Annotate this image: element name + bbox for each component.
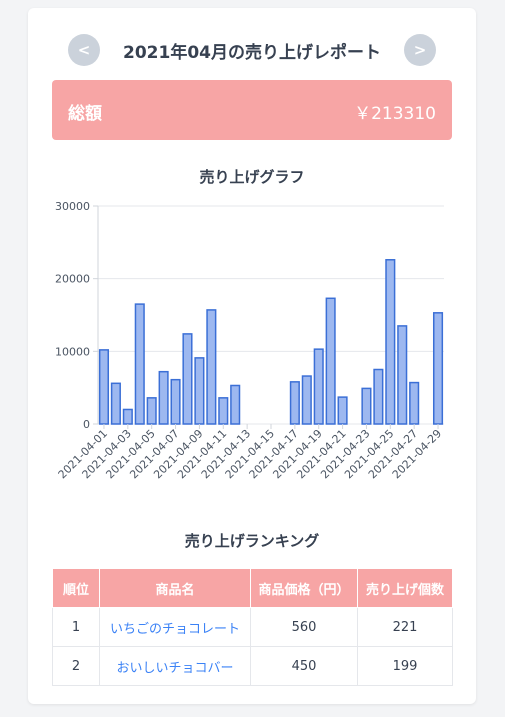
sales-bar xyxy=(194,357,205,425)
quantity-cell: 199 xyxy=(357,646,453,686)
sales-bar xyxy=(230,384,241,425)
sales-bar xyxy=(110,382,121,425)
chart-title: 売り上げグラフ xyxy=(199,168,305,186)
header-price: 商品価格（円） xyxy=(250,568,358,608)
total-label: 総額 xyxy=(68,104,102,124)
next-month-button[interactable]: > xyxy=(404,34,436,66)
sales-bar xyxy=(146,397,157,425)
sales-bar xyxy=(301,375,312,425)
price-cell: 560 xyxy=(250,607,358,647)
header-quantity: 売り上げ個数 xyxy=(357,568,453,608)
rank-cell: 1 xyxy=(52,607,100,647)
price-cell: 450 xyxy=(250,646,358,686)
sales-bar xyxy=(325,297,336,425)
sales-bar xyxy=(361,387,372,425)
sales-bar xyxy=(432,312,444,425)
y-tick-label: 30000 xyxy=(55,200,90,213)
table-row: 1 いちごのチョコレート 560 221 xyxy=(52,607,453,647)
total-summary-banner: 総額 ￥213310 xyxy=(52,80,452,140)
prev-month-button[interactable]: < xyxy=(68,34,100,66)
sales-bar xyxy=(218,397,229,425)
sales-bar-chart: 01000020000300002021-04-012021-04-032021… xyxy=(55,200,444,481)
quantity-cell: 221 xyxy=(357,607,453,647)
y-tick-label: 20000 xyxy=(55,273,90,286)
y-tick-label: 10000 xyxy=(55,345,90,358)
sales-bar xyxy=(373,368,384,425)
sales-bar xyxy=(409,381,420,425)
sales-bar xyxy=(122,408,133,425)
rank-cell: 2 xyxy=(52,646,100,686)
sales-bar xyxy=(337,396,348,425)
page-title: 2021年04月の売り上げレポート xyxy=(123,43,381,63)
header-rank: 順位 xyxy=(52,568,100,608)
sales-bar xyxy=(397,325,408,425)
sales-bar xyxy=(289,381,300,425)
total-value: ￥213310 xyxy=(354,104,436,124)
ranking-table: 順位 商品名 商品価格（円） 売り上げ個数 1 いちごのチョコレート 560 2… xyxy=(52,568,453,686)
y-tick-label: 0 xyxy=(83,418,90,431)
sales-bar xyxy=(98,349,110,425)
sales-bar xyxy=(313,348,324,425)
product-name-link[interactable]: おいしいチョコバー xyxy=(99,646,251,686)
sales-bar xyxy=(170,378,181,425)
header-product-name: 商品名 xyxy=(99,568,251,608)
report-card: < 2021年04月の売り上げレポート > 総額 ￥213310 売り上げグラフ… xyxy=(28,8,476,704)
sales-bar xyxy=(182,333,193,425)
product-name-link[interactable]: いちごのチョコレート xyxy=(99,607,251,647)
ranking-header-row: 順位 商品名 商品価格（円） 売り上げ個数 xyxy=(52,568,453,608)
ranking-title: 売り上げランキング xyxy=(184,532,320,550)
sales-bar xyxy=(206,309,217,425)
report-header: < 2021年04月の売り上げレポート > xyxy=(28,32,476,66)
sales-bar xyxy=(158,370,169,425)
table-row: 2 おいしいチョコバー 450 199 xyxy=(52,646,453,686)
sales-bar xyxy=(134,303,145,425)
sales-bar xyxy=(385,259,396,425)
